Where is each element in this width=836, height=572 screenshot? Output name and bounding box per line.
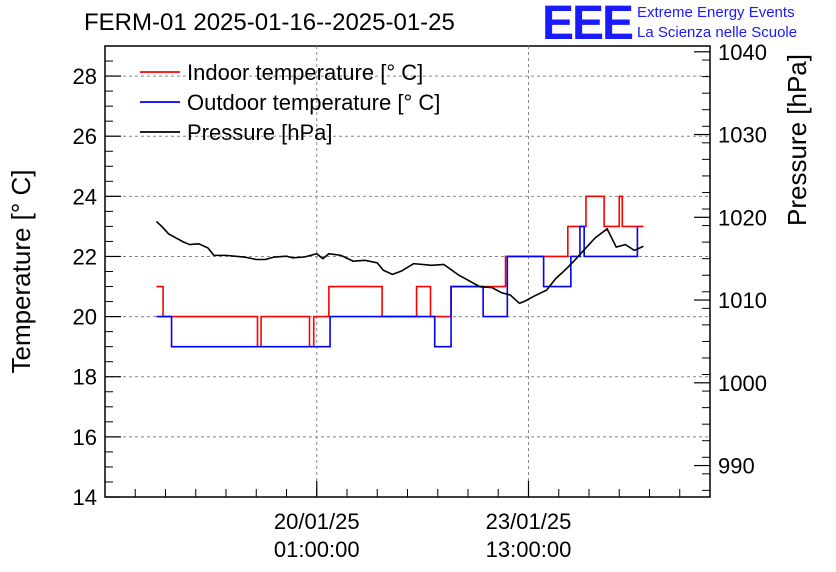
- x-tick-time-label: 01:00:00: [274, 537, 360, 562]
- logo-subtitle-line2: La Scienza nelle Scuole: [637, 24, 798, 41]
- y-left-tick-label: 28: [73, 64, 97, 89]
- y-right-tick-label: 990: [718, 454, 755, 479]
- logo-subtitle-line1: Extreme Energy Events: [637, 4, 795, 21]
- y-left-tick-label: 22: [73, 244, 97, 269]
- x-tick-date-label: 20/01/25: [274, 509, 360, 534]
- x-tick-date-label: 23/01/25: [486, 509, 572, 534]
- y-right-tick-label: 1020: [718, 205, 767, 230]
- y-right-tick-label: 1030: [718, 123, 767, 148]
- chart-title: FERM-01 2025-01-16--2025-01-25: [84, 9, 455, 36]
- series-line-outdoor: [156, 225, 639, 348]
- legend-label-indoor: Indoor temperature [° C]: [187, 60, 423, 85]
- y-left-tick-label: 20: [73, 305, 97, 330]
- y-left-tick-label: 14: [73, 485, 97, 510]
- series-line-pressure: [155, 220, 644, 305]
- legend-label-pressure: Pressure [hPa]: [187, 120, 333, 145]
- y-right-tick-label: 1000: [718, 371, 767, 396]
- y-left-tick-label: 16: [73, 425, 97, 450]
- x-tick-time-label: 13:00:00: [486, 537, 572, 562]
- y-left-tick-label: 18: [73, 365, 97, 390]
- y-left-tick-label: 26: [73, 124, 97, 149]
- y-right-axis-title: Pressure [hPa]: [782, 54, 812, 226]
- y-left-axis-title: Temperature [° C]: [6, 169, 36, 373]
- y-right-tick-label: 1010: [718, 288, 767, 313]
- legend-label-outdoor: Outdoor temperature [° C]: [187, 90, 440, 115]
- y-right-tick-label: 1040: [718, 40, 767, 65]
- eee-logo: EEE: [542, 0, 634, 50]
- y-left-tick-label: 24: [73, 184, 97, 209]
